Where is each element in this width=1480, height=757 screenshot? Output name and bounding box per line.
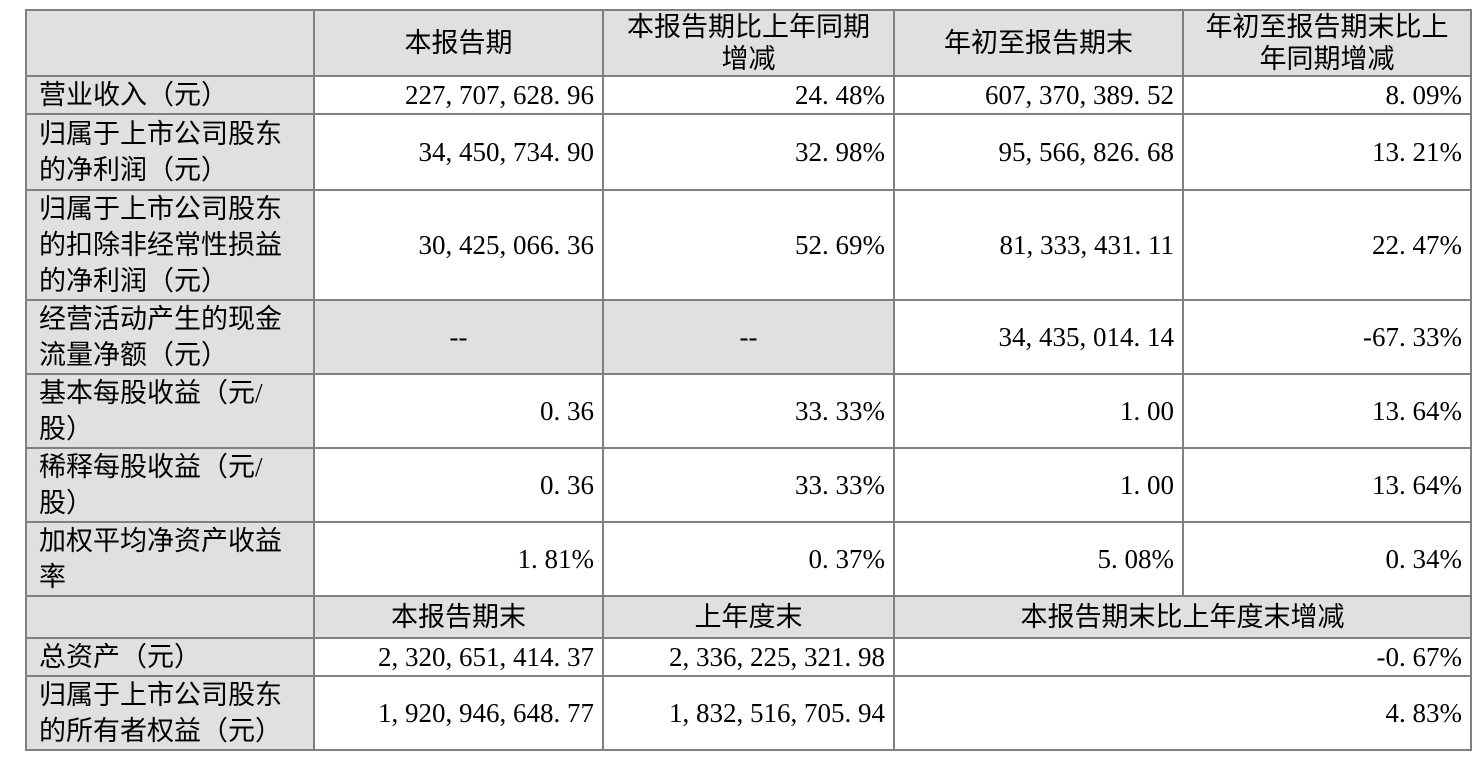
cell-value: 0. 37% bbox=[602, 521, 895, 597]
cell-value: 227, 707, 628. 96 bbox=[313, 75, 604, 115]
header-current-period: 本报告期 bbox=[313, 9, 604, 77]
row-diluted-eps: 稀释每股收益（元/ 股） 0. 36 33. 33% 1. 00 13. 64% bbox=[25, 447, 1472, 523]
row-label: 加权平均净资产收益 率 bbox=[25, 521, 315, 597]
cell-value: 24. 48% bbox=[602, 75, 895, 115]
cell-value: 5. 08% bbox=[893, 521, 1184, 597]
row-label: 营业收入（元） bbox=[25, 75, 315, 115]
header-end-of-prior-year: 上年度末 bbox=[602, 595, 895, 639]
cell-value-empty: -- bbox=[313, 299, 604, 375]
header-current-period-yoy-change: 本报告期比上年同期 增减 bbox=[602, 9, 895, 77]
cell-value: 1. 00 bbox=[893, 373, 1184, 449]
cell-value: 30, 425, 066. 36 bbox=[313, 189, 604, 301]
row-operating-revenue: 营业收入（元） 227, 707, 628. 96 24. 48% 607, 3… bbox=[25, 75, 1472, 115]
cell-value: 8. 09% bbox=[1182, 75, 1472, 115]
cell-value: 13. 21% bbox=[1182, 113, 1472, 191]
cell-value: 0. 34% bbox=[1182, 521, 1472, 597]
cell-value: -67. 33% bbox=[1182, 299, 1472, 375]
cell-value: 81, 333, 431. 11 bbox=[893, 189, 1184, 301]
header-year-to-date: 年初至报告期末 bbox=[893, 9, 1184, 77]
row-label: 经营活动产生的现金 流量净额（元） bbox=[25, 299, 315, 375]
cell-value: 33. 33% bbox=[602, 373, 895, 449]
cell-value: 52. 69% bbox=[602, 189, 895, 301]
cell-value-empty: -- bbox=[602, 299, 895, 375]
financial-summary-table: 本报告期 本报告期比上年同期 增减 年初至报告期末 年初至报告期末比上 年同期增… bbox=[25, 9, 1472, 751]
header-end-of-period: 本报告期末 bbox=[313, 595, 604, 639]
cell-value: 2, 336, 225, 321. 98 bbox=[602, 637, 895, 677]
cell-value: 0. 36 bbox=[313, 447, 604, 523]
cell-value: 4. 83% bbox=[893, 675, 1472, 751]
row-net-profit-attributable: 归属于上市公司股东 的净利润（元） 34, 450, 734. 90 32. 9… bbox=[25, 113, 1472, 191]
header-row-period-end: 本报告期末 上年度末 本报告期末比上年度末增减 bbox=[25, 595, 1472, 639]
cell-value: 22. 47% bbox=[1182, 189, 1472, 301]
cell-value: 2, 320, 651, 414. 37 bbox=[313, 637, 604, 677]
row-weighted-avg-roe: 加权平均净资产收益 率 1. 81% 0. 37% 5. 08% 0. 34% bbox=[25, 521, 1472, 597]
header-empty-cell bbox=[25, 9, 315, 77]
row-basic-eps: 基本每股收益（元/ 股） 0. 36 33. 33% 1. 00 13. 64% bbox=[25, 373, 1472, 449]
header-year-to-date-yoy-change: 年初至报告期末比上 年同期增减 bbox=[1182, 9, 1472, 77]
header-period-end-vs-prior-year-change: 本报告期末比上年度末增减 bbox=[893, 595, 1472, 639]
header-empty-cell bbox=[25, 595, 315, 639]
row-label: 归属于上市公司股东 的所有者权益（元） bbox=[25, 675, 315, 751]
cell-value: 1, 920, 946, 648. 77 bbox=[313, 675, 604, 751]
cell-value: 95, 566, 826. 68 bbox=[893, 113, 1184, 191]
cell-value: 34, 435, 014. 14 bbox=[893, 299, 1184, 375]
cell-value: 34, 450, 734. 90 bbox=[313, 113, 604, 191]
row-net-profit-excl-nonrecurring: 归属于上市公司股东 的扣除非经常性损益 的净利润（元） 30, 425, 066… bbox=[25, 189, 1472, 301]
row-equity-attributable: 归属于上市公司股东 的所有者权益（元） 1, 920, 946, 648. 77… bbox=[25, 675, 1472, 751]
row-operating-cash-flow: 经营活动产生的现金 流量净额（元） -- -- 34, 435, 014. 14… bbox=[25, 299, 1472, 375]
cell-value: 33. 33% bbox=[602, 447, 895, 523]
header-row-period: 本报告期 本报告期比上年同期 增减 年初至报告期末 年初至报告期末比上 年同期增… bbox=[25, 9, 1472, 77]
cell-value: 13. 64% bbox=[1182, 373, 1472, 449]
cell-value: 1. 00 bbox=[893, 447, 1184, 523]
cell-value: 1, 832, 516, 705. 94 bbox=[602, 675, 895, 751]
row-total-assets: 总资产（元） 2, 320, 651, 414. 37 2, 336, 225,… bbox=[25, 637, 1472, 677]
cell-value: -0. 67% bbox=[893, 637, 1472, 677]
row-label: 归属于上市公司股东 的净利润（元） bbox=[25, 113, 315, 191]
row-label: 归属于上市公司股东 的扣除非经常性损益 的净利润（元） bbox=[25, 189, 315, 301]
row-label: 基本每股收益（元/ 股） bbox=[25, 373, 315, 449]
cell-value: 1. 81% bbox=[313, 521, 604, 597]
row-label: 稀释每股收益（元/ 股） bbox=[25, 447, 315, 523]
cell-value: 0. 36 bbox=[313, 373, 604, 449]
row-label: 总资产（元） bbox=[25, 637, 315, 677]
cell-value: 32. 98% bbox=[602, 113, 895, 191]
cell-value: 13. 64% bbox=[1182, 447, 1472, 523]
cell-value: 607, 370, 389. 52 bbox=[893, 75, 1184, 115]
